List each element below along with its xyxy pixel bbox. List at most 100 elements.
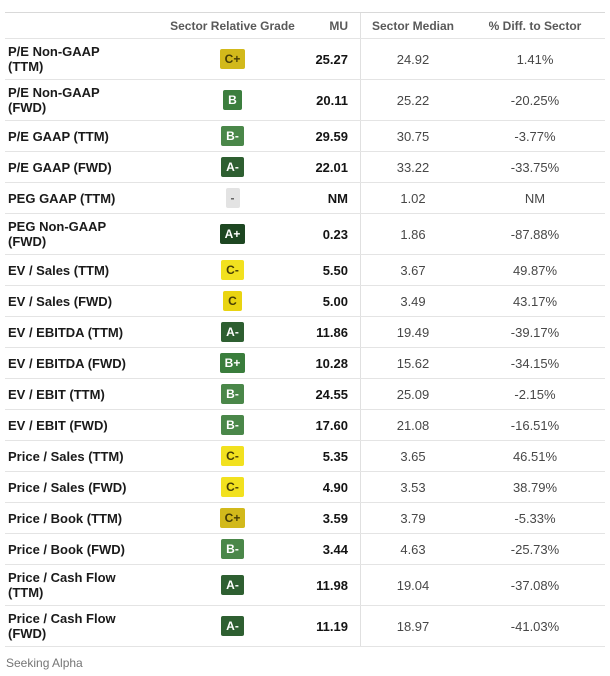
- table-row: PEG GAAP (TTM) - NM 1.02 NM: [5, 183, 605, 214]
- header-pct-diff-label: % Diff. to Sector: [488, 18, 582, 33]
- pct-diff-value: 38.79%: [465, 472, 605, 502]
- grade-cell: A-: [170, 565, 295, 605]
- ticker-value: 4.90: [295, 472, 360, 502]
- grade-badge: B+: [219, 353, 246, 373]
- metric-name: Price / Book (TTM): [5, 503, 170, 533]
- ticker-value: 5.35: [295, 441, 360, 471]
- table-row: P/E Non-GAAP (FWD) B 20.11 25.22 -20.25%: [5, 80, 605, 121]
- sector-median-value: 1.02: [360, 183, 465, 213]
- ticker-value: 29.59: [295, 121, 360, 151]
- sector-median-value-text: 19.04: [396, 577, 430, 593]
- ticker-value-text: 24.55: [315, 386, 348, 402]
- grade-cell: C-: [170, 255, 295, 285]
- table-row: EV / EBITDA (FWD) B+ 10.28 15.62 -34.15%: [5, 348, 605, 379]
- header-metric: [5, 13, 170, 38]
- header-sector-relative-grade-label: Sector Relative Grade: [170, 18, 295, 33]
- pct-diff-value-text: -2.15%: [514, 386, 556, 402]
- ticker-value: 17.60: [295, 410, 360, 440]
- metric-name: P/E Non-GAAP (TTM): [5, 39, 170, 79]
- grade-badge: C-: [221, 446, 244, 466]
- ticker-value-text: 3.44: [322, 541, 348, 557]
- sector-median-value: 3.79: [360, 503, 465, 533]
- metric-name: Price / Book (FWD): [5, 534, 170, 564]
- grade-badge: C: [223, 291, 242, 311]
- ticker-value: 3.44: [295, 534, 360, 564]
- pct-diff-value-text: -34.15%: [510, 355, 560, 371]
- ticker-value: 11.98: [295, 565, 360, 605]
- metric-name: Price / Sales (TTM): [5, 441, 170, 471]
- sector-median-value-text: 1.02: [400, 190, 426, 206]
- metric-name: EV / EBITDA (FWD): [5, 348, 170, 378]
- table-row: PEG Non-GAAP (FWD) A+ 0.23 1.86 -87.88%: [5, 214, 605, 255]
- grade-cell: B+: [170, 348, 295, 378]
- ticker-value-text: 17.60: [315, 417, 348, 433]
- grade-badge: C-: [221, 477, 244, 497]
- header-ticker-label: MU: [329, 18, 348, 33]
- metric-name-text: P/E Non-GAAP (TTM): [8, 44, 100, 74]
- attribution-text: Seeking Alpha: [6, 656, 83, 670]
- sector-median-value: 25.22: [360, 80, 465, 120]
- grade-badge: A+: [219, 224, 246, 244]
- ticker-value: NM: [295, 183, 360, 213]
- table-row: P/E GAAP (TTM) B- 29.59 30.75 -3.77%: [5, 121, 605, 152]
- metric-name-text: Price / Sales (FWD): [8, 479, 127, 495]
- sector-median-value: 1.86: [360, 214, 465, 254]
- table-header-row: Sector Relative Grade MU Sector Median %…: [5, 12, 605, 39]
- metric-name: P/E GAAP (TTM): [5, 121, 170, 151]
- grade-badge: C+: [219, 49, 246, 69]
- pct-diff-value: -25.73%: [465, 534, 605, 564]
- pct-diff-value: 1.41%: [465, 39, 605, 79]
- sector-median-value: 3.49: [360, 286, 465, 316]
- pct-diff-value-text: 46.51%: [512, 448, 558, 464]
- sector-median-value: 4.63: [360, 534, 465, 564]
- pct-diff-value-text: 43.17%: [512, 293, 558, 309]
- valuation-grades-table: Sector Relative Grade MU Sector Median %…: [5, 12, 605, 647]
- table-row: EV / Sales (TTM) C- 5.50 3.67 49.87%: [5, 255, 605, 286]
- sector-median-value-text: 25.09: [396, 386, 430, 402]
- table-row: Price / Sales (TTM) C- 5.35 3.65 46.51%: [5, 441, 605, 472]
- ticker-value-text: 5.35: [322, 448, 348, 464]
- metric-name: P/E Non-GAAP (FWD): [5, 80, 170, 120]
- metric-name-text: PEG Non-GAAP (FWD): [8, 219, 107, 249]
- pct-diff-value: -34.15%: [465, 348, 605, 378]
- pct-diff-value-text: 49.87%: [512, 262, 558, 278]
- ticker-value: 10.28: [295, 348, 360, 378]
- ticker-value: 22.01: [295, 152, 360, 182]
- table-row: Price / Book (TTM) C+ 3.59 3.79 -5.33%: [5, 503, 605, 534]
- table-row: Price / Book (FWD) B- 3.44 4.63 -25.73%: [5, 534, 605, 565]
- pct-diff-value: -37.08%: [465, 565, 605, 605]
- metric-name: EV / Sales (TTM): [5, 255, 170, 285]
- pct-diff-value: -87.88%: [465, 214, 605, 254]
- pct-diff-value-text: -16.51%: [510, 417, 560, 433]
- ticker-value-text: NM: [327, 190, 348, 206]
- sector-median-value: 33.22: [360, 152, 465, 182]
- sector-median-value-text: 21.08: [396, 417, 430, 433]
- grade-badge: B-: [221, 126, 244, 146]
- metric-name-text: Price / Book (FWD): [8, 541, 126, 557]
- sector-median-value-text: 3.79: [400, 510, 426, 526]
- metric-name: Price / Cash Flow (FWD): [5, 606, 170, 646]
- grade-badge: B: [223, 90, 242, 110]
- ticker-value: 24.55: [295, 379, 360, 409]
- pct-diff-value: -2.15%: [465, 379, 605, 409]
- header-sector-median: Sector Median: [360, 13, 465, 38]
- pct-diff-value: -5.33%: [465, 503, 605, 533]
- grade-badge: -: [225, 188, 240, 208]
- ticker-value-text: 4.90: [322, 479, 348, 495]
- sector-median-value: 19.49: [360, 317, 465, 347]
- pct-diff-value: 49.87%: [465, 255, 605, 285]
- metric-name: EV / EBIT (FWD): [5, 410, 170, 440]
- grade-badge: B-: [221, 415, 244, 435]
- pct-diff-value-text: -20.25%: [510, 92, 560, 108]
- sector-median-value: 15.62: [360, 348, 465, 378]
- table-row: EV / EBIT (FWD) B- 17.60 21.08 -16.51%: [5, 410, 605, 441]
- ticker-value: 3.59: [295, 503, 360, 533]
- grade-badge: B-: [221, 539, 244, 559]
- grade-cell: C-: [170, 441, 295, 471]
- sector-median-value: 24.92: [360, 39, 465, 79]
- ticker-value-text: 20.11: [316, 92, 348, 108]
- table-row: Price / Sales (FWD) C- 4.90 3.53 38.79%: [5, 472, 605, 503]
- grade-cell: A-: [170, 317, 295, 347]
- table-row: Price / Cash Flow (FWD) A- 11.19 18.97 -41.0…: [5, 606, 605, 647]
- grade-badge: A-: [221, 322, 244, 342]
